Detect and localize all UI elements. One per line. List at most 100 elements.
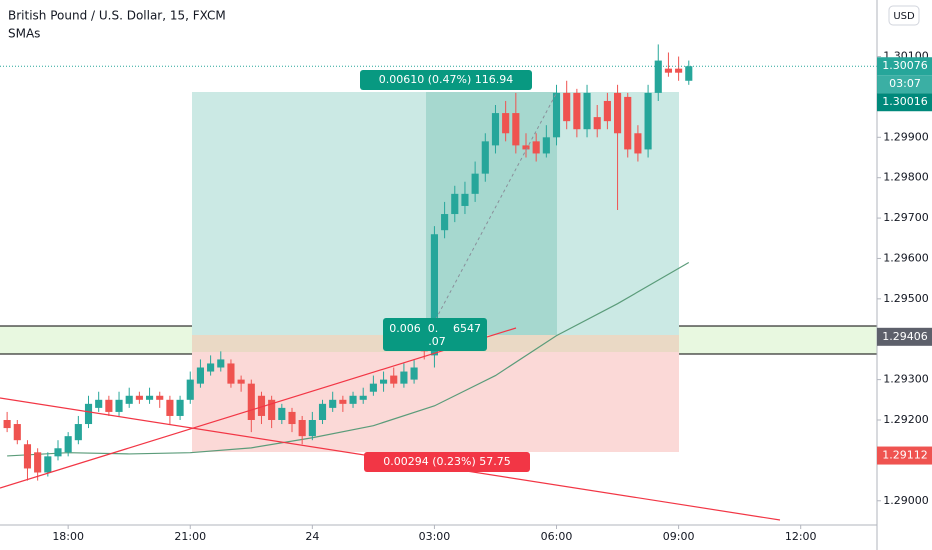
candle-body — [247, 383, 255, 420]
x-tick-label: 03:00 — [419, 530, 451, 543]
x-tick-label: 24 — [305, 530, 319, 543]
x-tick-label: 21:00 — [174, 530, 206, 543]
candle-body — [23, 444, 32, 469]
price-tag-label: 1.29406 — [882, 330, 928, 343]
candle-body — [105, 399, 113, 412]
entry-box — [383, 318, 487, 351]
candle-body — [44, 456, 52, 473]
y-tick-label: 1.29000 — [883, 494, 929, 507]
candle-body — [552, 92, 561, 138]
x-tick-label: 18:00 — [52, 530, 84, 543]
candle-body — [237, 379, 245, 384]
candle-body — [369, 383, 377, 392]
candle-body — [563, 92, 571, 122]
entry-label: 0. — [428, 322, 439, 335]
price-tag-label: 1.30016 — [882, 95, 928, 108]
y-tick-label: 1.29300 — [883, 373, 929, 386]
candle-body — [624, 96, 632, 150]
candle-body — [34, 452, 42, 473]
path-line — [429, 91, 558, 331]
countdown-box — [877, 75, 932, 94]
price-tag-label: 1.29112 — [882, 449, 928, 462]
sma-line — [7, 261, 690, 457]
candle-body — [400, 371, 408, 384]
candle-body — [481, 141, 489, 174]
candle-body — [207, 363, 215, 372]
x-tick-label: 12:00 — [785, 530, 817, 543]
candle-body — [603, 100, 611, 122]
candle-body — [644, 92, 652, 150]
candle-body — [54, 448, 62, 457]
candle-body — [654, 60, 662, 93]
candle-body — [298, 420, 306, 437]
candle-body — [166, 399, 174, 416]
candle-body — [217, 359, 225, 368]
x-tick-label: 09:00 — [663, 530, 695, 543]
trend-line — [0, 327, 517, 489]
candle-body — [288, 411, 296, 425]
candle-body — [593, 117, 601, 130]
entry-label: 6547 — [453, 322, 481, 335]
candle-body — [125, 395, 133, 404]
candle-body — [430, 234, 438, 356]
candle-body — [634, 133, 642, 154]
candle-body — [135, 395, 143, 400]
candle-body — [318, 403, 327, 420]
entry-label: .07 — [428, 335, 446, 348]
candle-body — [614, 92, 622, 134]
candle-body — [64, 436, 72, 453]
candle-body — [379, 379, 388, 384]
entry-label: 0.006 — [389, 322, 421, 335]
price-tag-label: 1.30076 — [882, 59, 928, 72]
candle-body — [95, 399, 103, 408]
candle-body — [196, 367, 204, 384]
candle-body — [573, 92, 581, 130]
candle-body — [3, 420, 11, 429]
y-tick-label: 1.29900 — [883, 130, 929, 143]
candle-body — [176, 399, 184, 416]
candle-body — [186, 379, 194, 400]
y-tick-label: 1.29800 — [883, 171, 929, 184]
currency-button[interactable] — [888, 5, 920, 26]
candle-body — [278, 407, 286, 420]
candle-body — [390, 375, 398, 384]
candle-body — [339, 399, 347, 404]
y-tick-label: 1.29600 — [883, 251, 929, 264]
y-tick-label: 1.29500 — [883, 292, 929, 305]
candle-body — [583, 92, 591, 130]
candle-body — [532, 141, 540, 154]
stop-box — [364, 452, 530, 472]
candle-body — [491, 113, 500, 146]
target-box — [360, 70, 532, 90]
candle-body — [257, 395, 266, 416]
candle-body — [227, 363, 235, 384]
candle-body — [349, 395, 357, 404]
target-label: 0.00610 (0.47%) 116.94 — [379, 73, 514, 86]
price-tag — [877, 93, 932, 112]
countdown-label: 03:07 — [889, 77, 921, 90]
candle-body — [84, 403, 93, 425]
candle-body — [542, 137, 550, 154]
candle-body — [512, 113, 520, 146]
time-axis — [0, 525, 877, 550]
candle-body — [502, 113, 510, 134]
candle-body — [675, 68, 683, 73]
candle-body — [74, 424, 82, 441]
price-tag — [877, 446, 932, 465]
candle-body — [156, 395, 164, 400]
currency-label: USD — [893, 11, 915, 22]
candle-body — [522, 145, 530, 150]
candle-body — [329, 399, 337, 408]
candle-body — [451, 193, 459, 215]
price-tag — [877, 327, 932, 346]
candle-body — [13, 424, 21, 441]
candle-body — [441, 214, 449, 231]
candle-body — [461, 193, 469, 206]
y-tick-label: 1.29700 — [883, 211, 929, 224]
chart-title: British Pound / U.S. Dollar, 15, FXCM — [8, 9, 226, 23]
price-tag — [877, 57, 932, 76]
candle-body — [308, 420, 316, 437]
candle-body — [268, 399, 276, 420]
candle-body — [410, 367, 418, 380]
